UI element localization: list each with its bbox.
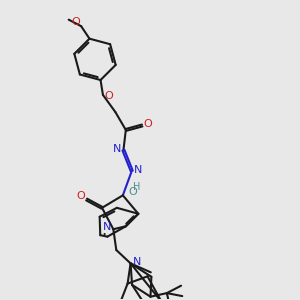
Text: H: H [134,182,141,192]
Text: O: O [71,17,80,27]
Text: N: N [103,222,111,232]
Text: O: O [144,119,152,129]
Text: N: N [133,257,141,267]
Text: N: N [134,165,142,175]
Text: O: O [104,91,113,101]
Text: O: O [129,188,138,197]
Text: N: N [113,144,121,154]
Text: O: O [77,190,85,201]
